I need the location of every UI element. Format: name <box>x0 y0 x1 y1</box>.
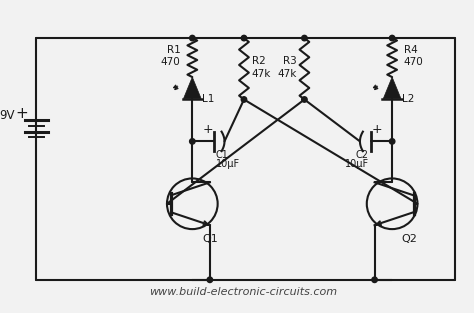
Text: 10μF: 10μF <box>216 159 240 169</box>
Circle shape <box>190 35 195 41</box>
Circle shape <box>241 97 246 102</box>
Circle shape <box>390 35 395 41</box>
Text: L1: L1 <box>202 94 214 104</box>
Text: 470: 470 <box>404 58 424 67</box>
Circle shape <box>301 35 307 41</box>
Text: 47k: 47k <box>252 69 271 79</box>
Text: Q1: Q1 <box>202 234 218 244</box>
Text: C1: C1 <box>216 150 228 160</box>
Text: 470: 470 <box>161 58 181 67</box>
Text: C2: C2 <box>356 150 369 160</box>
Text: R4: R4 <box>404 45 418 55</box>
Text: +: + <box>16 105 28 121</box>
Circle shape <box>390 139 395 144</box>
Text: R3: R3 <box>283 56 297 66</box>
Text: Q2: Q2 <box>402 234 418 244</box>
Text: R1: R1 <box>167 45 181 55</box>
Text: L2: L2 <box>402 94 414 104</box>
Text: 10μF: 10μF <box>345 159 369 169</box>
Text: R2: R2 <box>252 56 265 66</box>
Text: +: + <box>202 123 213 136</box>
Text: www.build-electronic-circuits.com: www.build-electronic-circuits.com <box>149 287 337 297</box>
Text: +: + <box>372 123 383 136</box>
Circle shape <box>207 277 213 283</box>
Circle shape <box>372 277 377 283</box>
Text: 47k: 47k <box>277 69 297 79</box>
Polygon shape <box>183 77 201 99</box>
Circle shape <box>190 139 195 144</box>
Polygon shape <box>383 77 401 99</box>
Circle shape <box>301 97 307 102</box>
Circle shape <box>241 35 246 41</box>
Text: 9V: 9V <box>0 109 15 121</box>
